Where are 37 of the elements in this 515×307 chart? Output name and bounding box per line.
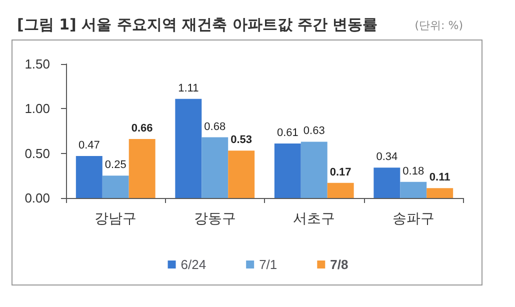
data-label: 1.11: [178, 82, 199, 94]
data-label: 0.25: [104, 159, 126, 172]
data-label: 0.66: [131, 122, 153, 135]
bar: [300, 142, 328, 198]
x-tick-label: 강동구: [194, 211, 236, 227]
legend-label: 7/8: [330, 257, 348, 272]
bar: [202, 137, 228, 198]
y-tick-label: 0.50: [24, 146, 50, 161]
x-tick-label: 서초구: [293, 211, 336, 227]
data-label: 0.17: [330, 166, 352, 178]
bar: [175, 98, 202, 198]
y-tick-label: 1.50: [24, 56, 50, 72]
y-tick-label: 0.00: [24, 190, 50, 206]
bar: [76, 156, 102, 198]
bar: [128, 139, 156, 198]
y-tick-label: 1.00: [24, 101, 50, 116]
data-label: 0.11: [429, 172, 450, 184]
x-tick-label: 강남구: [94, 211, 137, 227]
data-label: 0.47: [78, 140, 100, 152]
bar: [374, 168, 400, 198]
chart-subtitle: (단위: %): [414, 19, 464, 32]
bar: [274, 144, 301, 198]
bar: [102, 176, 129, 198]
bar: [228, 150, 255, 198]
bar: [400, 182, 427, 198]
data-label: 0.18: [402, 165, 424, 178]
chart-title: [그림 1] 서울 주요지역 재건축 아파트값 주간 변동률: [17, 16, 378, 34]
data-label: 0.53: [230, 134, 252, 146]
legend-label: 6/24: [180, 257, 206, 272]
data-label: 0.34: [376, 151, 398, 164]
bar: [426, 188, 454, 198]
data-label: 0.61: [276, 127, 298, 140]
legend-label: 7/1: [259, 257, 278, 272]
x-tick-label: 송파구: [392, 211, 434, 227]
bar: [327, 182, 354, 198]
data-label: 0.63: [303, 125, 325, 138]
data-label: 0.68: [204, 120, 226, 133]
